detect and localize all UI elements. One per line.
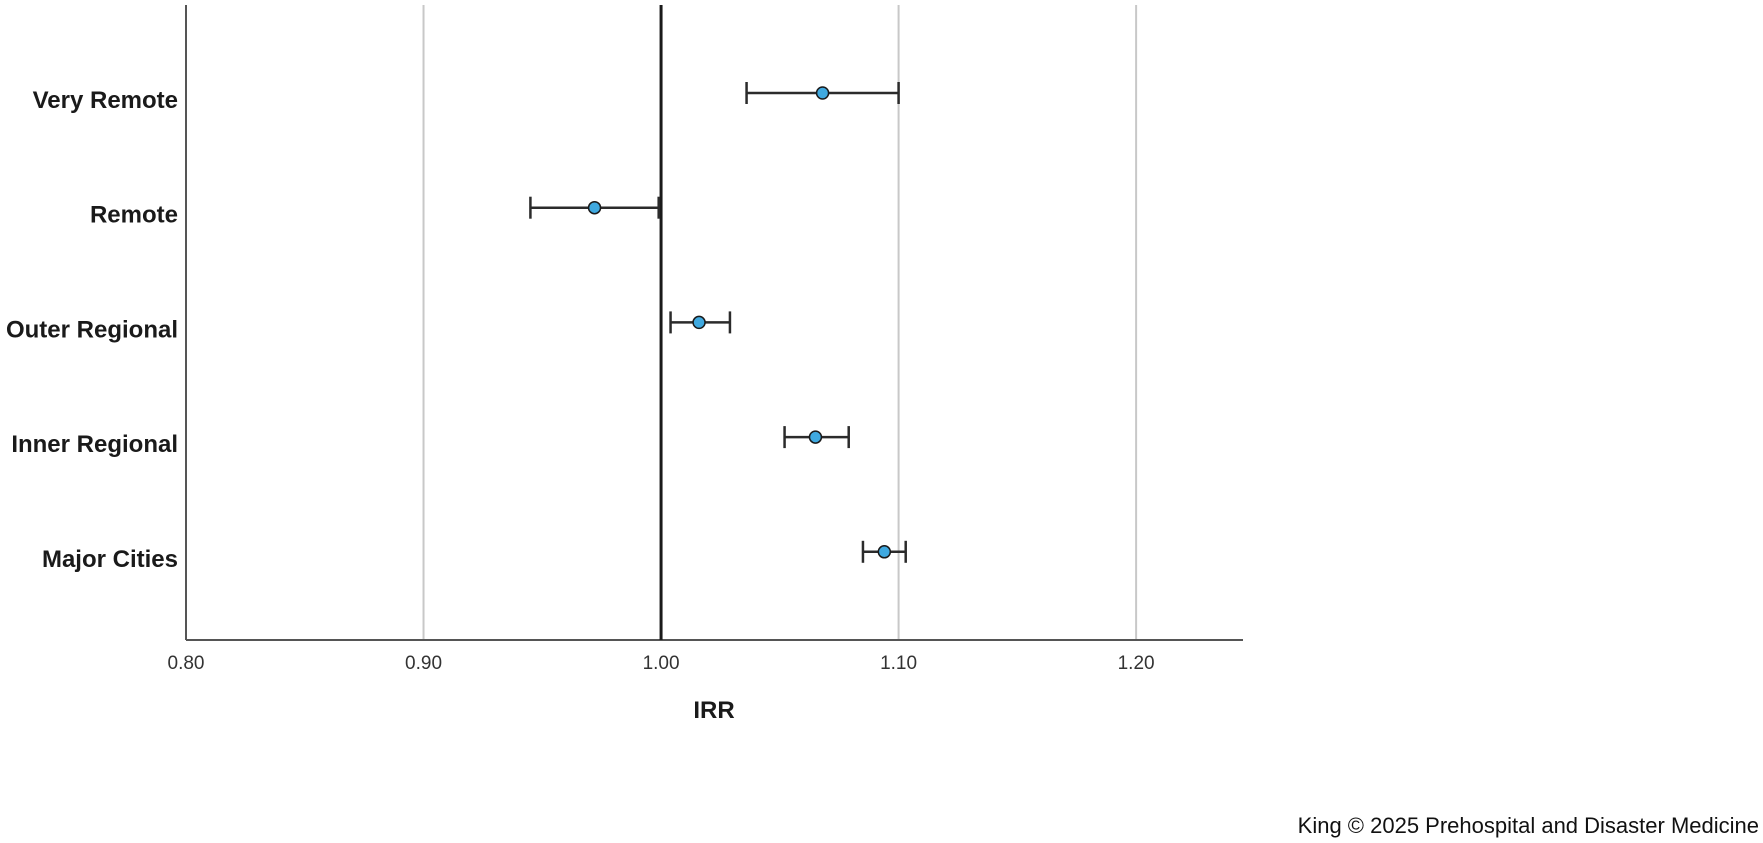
category-label: Inner Regional <box>11 431 178 458</box>
point-estimate <box>815 86 830 100</box>
category-label: Remote <box>90 202 178 229</box>
x-tick-labels: 0.80 0.90 1.00 1.10 1.20 <box>168 653 1155 674</box>
credit-line: King © 2025 Prehospital and Disaster Med… <box>1297 813 1759 838</box>
x-tick-label: 1.00 <box>643 653 680 674</box>
x-tick-label: 0.90 <box>405 653 442 674</box>
point-estimate <box>587 200 602 215</box>
category-label: Outer Regional <box>6 316 178 343</box>
category-label: Very Remote <box>33 87 178 114</box>
point-estimate <box>692 315 706 330</box>
x-tick-label: 1.20 <box>1118 653 1155 674</box>
point-estimate <box>808 430 823 444</box>
point-estimate <box>877 545 892 559</box>
category-labels: Very Remote Remote Outer Regional Inner Reg… <box>6 87 178 573</box>
gridlines <box>422 5 1138 640</box>
category-label: Major Cities <box>42 546 178 573</box>
x-axis-title: IRR <box>693 697 734 724</box>
x-tick-label: 0.80 <box>168 653 205 674</box>
x-tick-label: 1.10 <box>880 653 917 674</box>
estimate-marks <box>529 82 907 563</box>
